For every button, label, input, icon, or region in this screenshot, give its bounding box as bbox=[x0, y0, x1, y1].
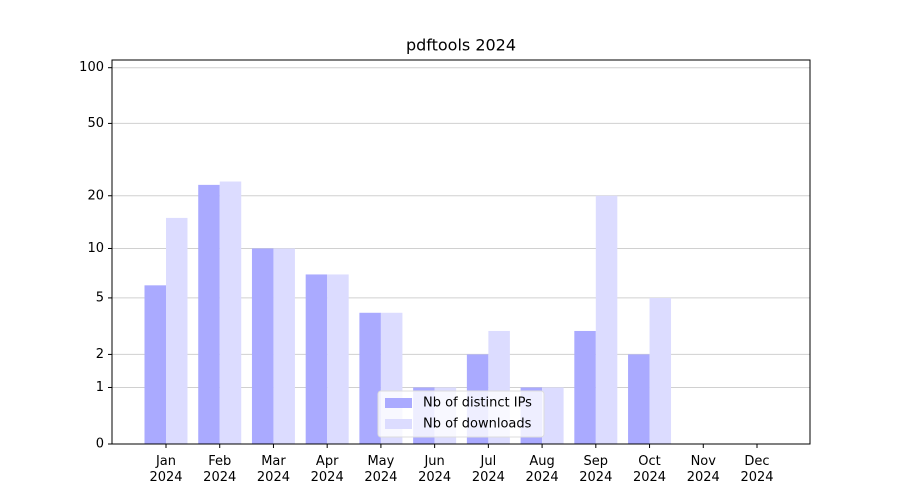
x-tick-label: Mar 2024 bbox=[257, 454, 290, 485]
bar bbox=[649, 297, 672, 444]
x-tick-label: Oct 2024 bbox=[633, 454, 666, 485]
bar bbox=[273, 248, 295, 444]
bar bbox=[595, 195, 618, 444]
y-tick-label: 50 bbox=[87, 116, 104, 131]
legend-swatch bbox=[385, 419, 412, 429]
bar bbox=[305, 274, 328, 444]
x-tick-label: Nov 2024 bbox=[687, 454, 720, 485]
y-tick-label: 100 bbox=[79, 60, 104, 75]
legend-box bbox=[377, 390, 545, 438]
x-tick-label: Jan 2024 bbox=[149, 454, 182, 485]
bar bbox=[359, 312, 381, 444]
bar bbox=[219, 181, 242, 444]
x-tick-label: Dec 2024 bbox=[740, 454, 773, 485]
legend-swatch bbox=[385, 398, 412, 408]
bar bbox=[144, 285, 166, 444]
y-tick-label: 10 bbox=[87, 241, 104, 256]
y-tick-label: 2 bbox=[96, 347, 104, 362]
x-tick-label: Apr 2024 bbox=[311, 454, 344, 485]
chart-title: pdftools 2024 bbox=[406, 36, 516, 55]
x-tick-label: Jun 2024 bbox=[418, 454, 451, 485]
plot-frame bbox=[111, 59, 811, 445]
bar bbox=[251, 248, 274, 444]
x-tick-label: Feb 2024 bbox=[203, 454, 236, 485]
x-tick-label: Jul 2024 bbox=[472, 454, 505, 485]
bar bbox=[166, 217, 188, 444]
x-tick-label: Sep 2024 bbox=[579, 454, 612, 485]
x-tick-label: May 2024 bbox=[364, 454, 397, 485]
bar bbox=[327, 274, 349, 444]
y-tick-label: 1 bbox=[96, 380, 104, 395]
legend-label: Nb of distinct IPs bbox=[423, 396, 532, 411]
bar bbox=[198, 184, 220, 444]
bar bbox=[574, 330, 596, 444]
legend-label: Nb of downloads bbox=[423, 417, 532, 432]
x-tick-label: Aug 2024 bbox=[526, 454, 559, 485]
bar bbox=[628, 354, 650, 444]
bar bbox=[542, 387, 564, 444]
y-tick-label: 5 bbox=[96, 290, 104, 305]
y-tick-label: 20 bbox=[87, 188, 104, 203]
y-tick-label: 0 bbox=[96, 437, 104, 452]
